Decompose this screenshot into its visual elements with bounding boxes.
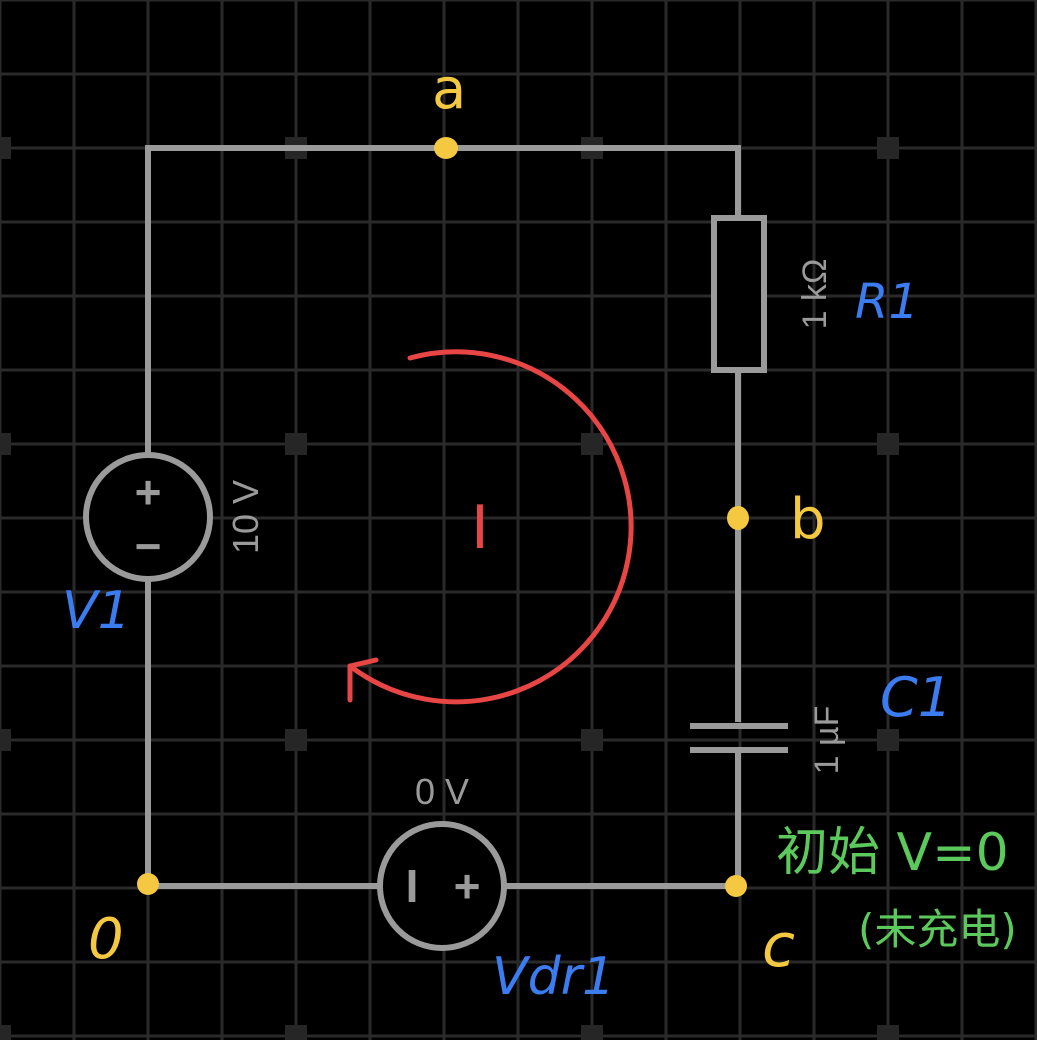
current-loop-arrow-icon [347,349,634,705]
grid-marker [581,729,603,751]
grid-marker [285,729,307,751]
current-label: I [471,493,489,563]
grid-marker [0,729,11,751]
initial-condition-note: 初始 V=0 [776,823,1009,883]
node-b-label: b [790,487,826,552]
vdr1-name: Vdr1 [492,947,615,1007]
v1-minus-sign: − [135,520,162,572]
c1-value: 1 µF [808,706,846,775]
node-ground-dot [137,873,159,895]
grid-marker [0,1025,11,1040]
capacitor-icon [690,723,788,753]
r1-name: R1 [855,274,919,330]
grid-marker [0,433,11,455]
voltage-source-icon: I + [377,821,507,951]
grid-marker [581,1025,603,1040]
node-dots [137,137,749,897]
v1-value: 10 V [225,480,266,554]
grid-marker [285,1025,307,1040]
vdr1-plus-sign: + [454,860,481,912]
grid-marker [877,1025,899,1040]
vdr1-value: 0 V [415,771,469,812]
grid-marker [877,729,899,751]
v1-name: V1 [62,581,131,641]
c1-name: C1 [880,666,952,729]
node-ground-label: 0 [88,907,124,972]
node-b-dot [727,506,749,530]
voltage-source-icon: + − [83,452,213,582]
grid-marker [877,137,899,159]
node-a-dot [434,137,458,159]
v1-plus-sign: + [135,466,162,518]
grid-marker [285,433,307,455]
initial-condition-note-2: (未充电) [858,905,1017,954]
r1-value: 1 kΩ [796,259,834,330]
resistor-icon [711,215,767,373]
grid-marker [581,433,603,455]
grid-marker [0,137,11,159]
node-c-dot [725,875,747,897]
grid-markers [0,137,899,1040]
vdr1-minus-sign: I [406,860,419,912]
node-a-label: a [432,57,466,122]
node-c-label: c [762,911,795,981]
grid-marker [877,433,899,455]
